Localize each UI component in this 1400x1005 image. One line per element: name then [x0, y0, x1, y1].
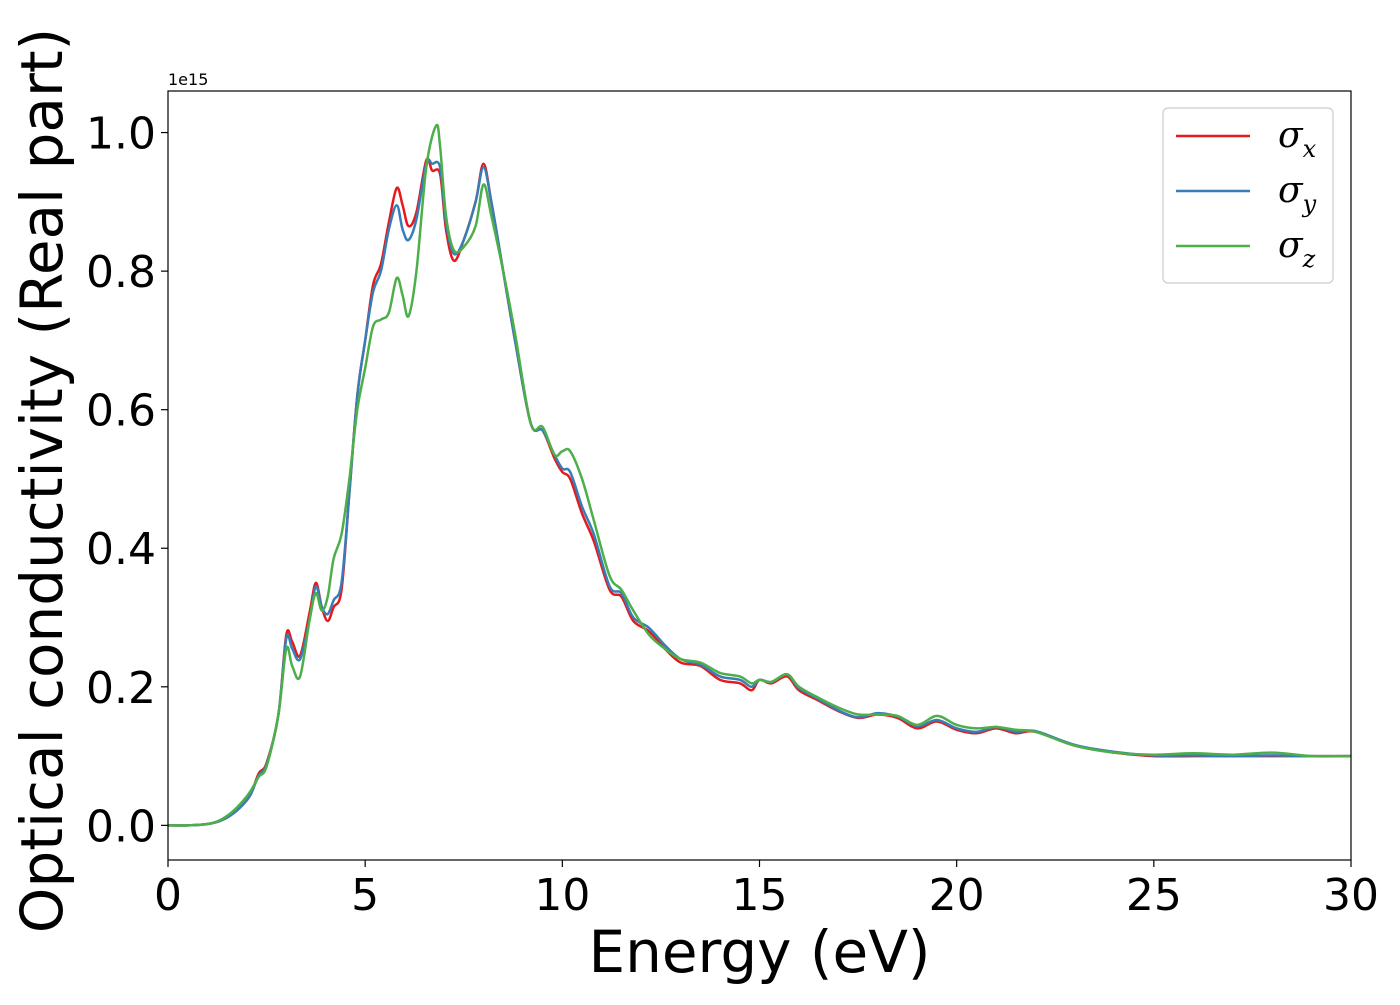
x-axis-ticks: 0 5 10 15 20 25 30: [154, 860, 1379, 921]
x-tick-label: 5: [351, 870, 379, 921]
plot-lines: [168, 123, 1351, 827]
y-axis-label: Optical conductivity (Real part): [8, 28, 76, 933]
x-tick-label: 25: [1126, 870, 1182, 921]
y-axis-ticks: 0.0 0.2 0.4 0.6 0.8 1.0: [86, 109, 168, 852]
y-offset-text: 1e15: [168, 70, 208, 89]
x-tick-label: 30: [1323, 870, 1379, 921]
x-tick-label: 20: [929, 870, 985, 921]
x-axis-label: Energy (eV): [588, 918, 930, 986]
y-tick-label: 0.8: [86, 247, 156, 298]
series-line-z: [168, 123, 1351, 827]
x-tick-label: 0: [154, 870, 182, 921]
y-tick-label: 0.4: [86, 524, 156, 575]
y-tick-label: 1.0: [86, 109, 156, 160]
y-tick-label: 0.0: [86, 801, 156, 852]
legend-box: [1162, 107, 1334, 284]
x-tick-label: 15: [732, 870, 788, 921]
y-tick-label: 0.6: [86, 386, 156, 437]
y-tick-label: 0.2: [86, 663, 156, 714]
x-tick-label: 10: [534, 870, 590, 921]
